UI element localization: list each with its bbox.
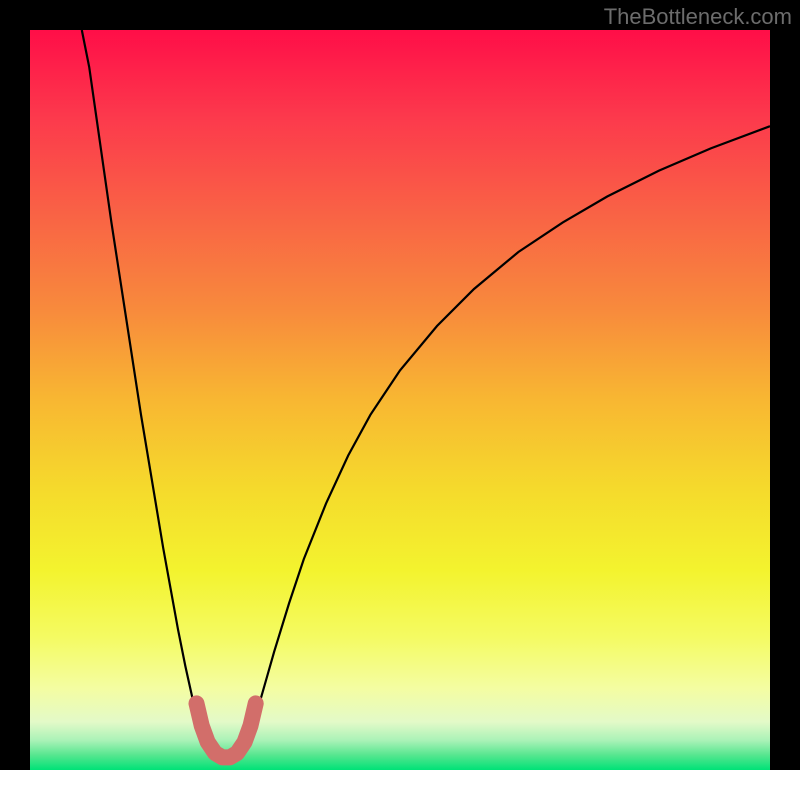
frame-left bbox=[0, 0, 30, 770]
watermark-text: TheBottleneck.com bbox=[604, 4, 792, 30]
gradient-background bbox=[30, 30, 770, 770]
frame-right bbox=[770, 0, 800, 770]
chart-container: TheBottleneck.com bbox=[0, 0, 800, 800]
bottleneck-chart bbox=[0, 0, 800, 800]
